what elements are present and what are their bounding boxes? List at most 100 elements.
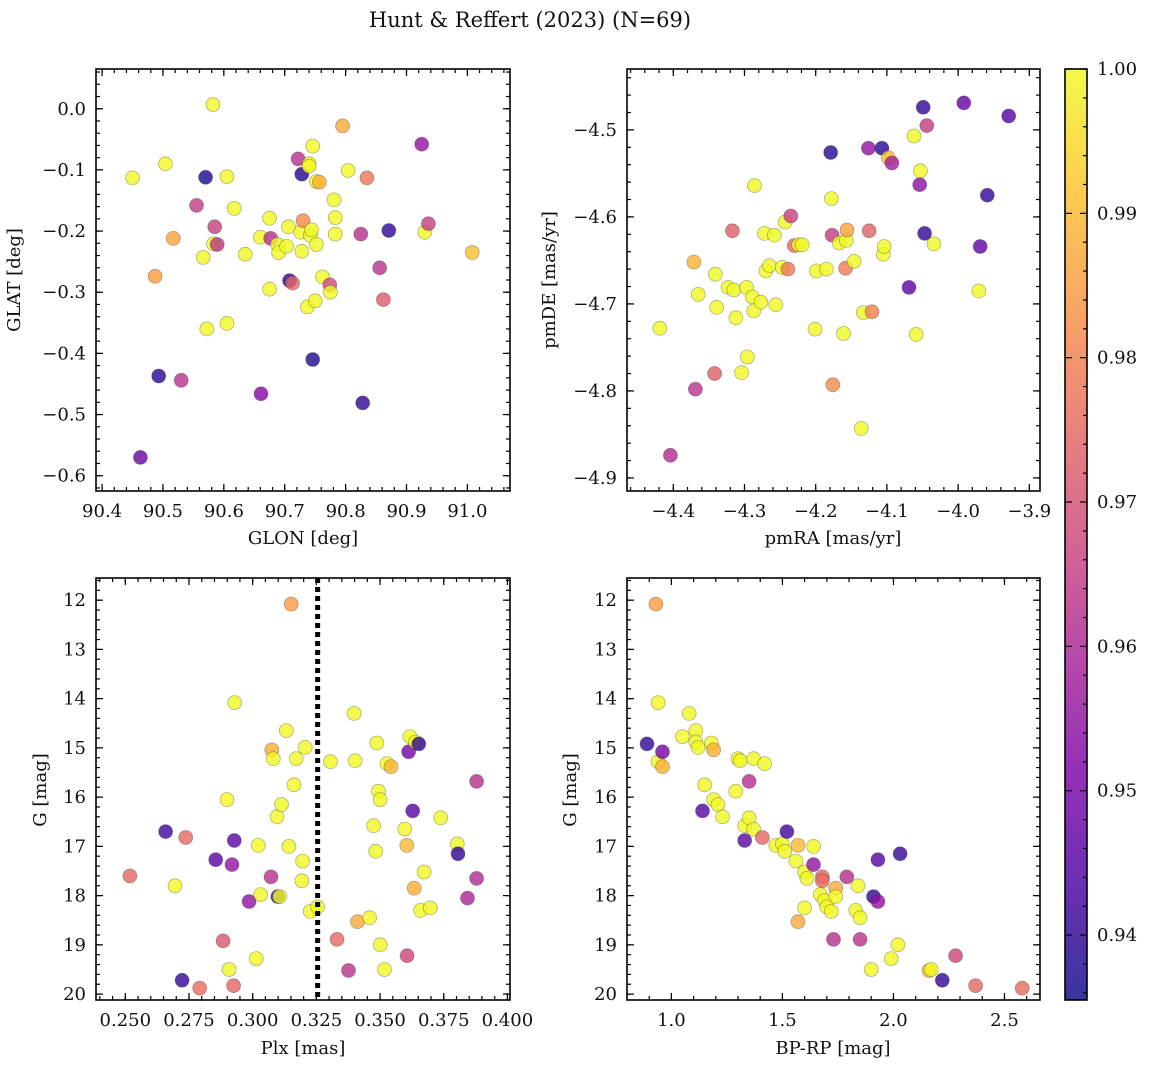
data-point <box>675 729 690 744</box>
y-tick-label: 0.0 <box>57 99 86 120</box>
scatter-points <box>639 596 1030 996</box>
x-tick-label: 90.7 <box>265 501 305 522</box>
data-point <box>725 223 740 239</box>
data-point <box>207 219 223 235</box>
data-point <box>355 395 371 411</box>
data-point <box>311 174 327 190</box>
data-point <box>779 824 795 839</box>
data-point <box>381 223 397 238</box>
data-point <box>695 803 710 819</box>
data-point <box>340 163 356 178</box>
data-point <box>405 803 421 819</box>
data-point <box>263 869 279 885</box>
data-point <box>652 320 668 336</box>
y-tick-label: −4.7 <box>573 294 617 315</box>
y-tick-label: 19 <box>594 935 617 956</box>
data-point <box>469 774 485 789</box>
data-point <box>219 792 235 807</box>
y-axis-label: pmDE [mas/yr] <box>539 211 560 349</box>
x-tick-label: 0.400 <box>482 1010 534 1031</box>
y-axis-label: G [mag] <box>560 753 581 826</box>
data-point <box>272 889 288 904</box>
x-tick-label: 91.0 <box>447 501 487 522</box>
data-point <box>739 349 755 365</box>
x-tick-label: 2.5 <box>990 1010 1019 1031</box>
panel-plx-g: 0.250 0.275 0.300 0.325 0.350 0.375 0.400 12 13 1… <box>30 577 534 1059</box>
data-point <box>709 299 725 315</box>
data-point <box>806 839 821 854</box>
data-point <box>836 326 851 341</box>
data-point <box>224 857 240 872</box>
data-point <box>167 878 183 894</box>
y-tick-label: 15 <box>63 738 86 759</box>
y-axis-label: G [mag] <box>30 753 51 826</box>
data-point <box>406 880 422 896</box>
data-point <box>853 420 869 436</box>
x-tick-label: 0.300 <box>227 1010 279 1031</box>
data-point <box>335 118 351 134</box>
data-point <box>274 797 289 812</box>
y-tick-label: 17 <box>63 836 86 857</box>
y-tick-label: 14 <box>594 689 617 710</box>
data-point <box>1014 980 1030 996</box>
y-tick-label: −4.8 <box>573 381 617 402</box>
data-point <box>253 887 269 902</box>
x-tick-label: 90.4 <box>82 501 122 522</box>
data-point <box>883 951 899 966</box>
data-point <box>870 852 886 868</box>
scatter-points <box>652 95 1017 463</box>
data-point <box>173 372 189 388</box>
data-point <box>178 830 194 845</box>
data-point <box>369 735 385 751</box>
data-point <box>174 972 190 988</box>
data-point <box>285 275 301 291</box>
y-tick-label: 12 <box>594 590 617 611</box>
data-point <box>926 236 942 252</box>
data-point <box>728 783 744 799</box>
x-tick-label: −4.1 <box>865 501 909 522</box>
colorbar-tick-label: 0.98 <box>1097 348 1137 369</box>
data-point <box>726 282 742 298</box>
data-point <box>639 736 655 752</box>
data-point <box>890 937 906 953</box>
data-point <box>326 192 342 208</box>
data-point <box>783 208 799 224</box>
data-point <box>192 980 208 996</box>
x-tick-label: −3.9 <box>1007 501 1051 522</box>
x-axis-label: BP-RP [mag] <box>775 1038 890 1059</box>
data-point <box>460 890 475 906</box>
data-point <box>347 753 363 769</box>
data-point <box>286 777 302 793</box>
data-point <box>861 140 876 156</box>
data-point <box>283 596 299 612</box>
data-point <box>915 99 931 115</box>
x-tick-label: 0.375 <box>418 1010 470 1031</box>
data-point <box>269 809 285 825</box>
data-point <box>295 853 311 869</box>
data-point <box>414 136 430 152</box>
data-point <box>248 951 264 966</box>
y-tick-label: −4.5 <box>573 120 617 141</box>
y-tick-label: 20 <box>63 984 86 1005</box>
data-point <box>376 962 392 977</box>
data-point <box>372 792 388 807</box>
panel-pmra-pmde: −4.4 −4.3 −4.2 −4.1 −4.0 −3.9 −4.5 −4.6 −4.7 −4.8… <box>539 68 1051 549</box>
data-point <box>923 962 939 977</box>
data-point <box>737 833 753 848</box>
data-point <box>199 321 215 337</box>
data-point <box>681 706 697 721</box>
data-point <box>707 266 723 282</box>
data-point <box>420 216 436 232</box>
colorbar-gradient <box>1065 69 1087 1000</box>
data-point <box>305 352 321 367</box>
data-point <box>762 258 777 274</box>
data-point <box>913 163 928 179</box>
data-point <box>850 878 866 894</box>
data-point <box>715 809 730 825</box>
x-axis-label: GLON [deg] <box>248 528 358 549</box>
data-point <box>278 723 294 738</box>
data-point <box>359 170 375 186</box>
data-point <box>158 824 174 839</box>
data-point <box>790 838 806 853</box>
